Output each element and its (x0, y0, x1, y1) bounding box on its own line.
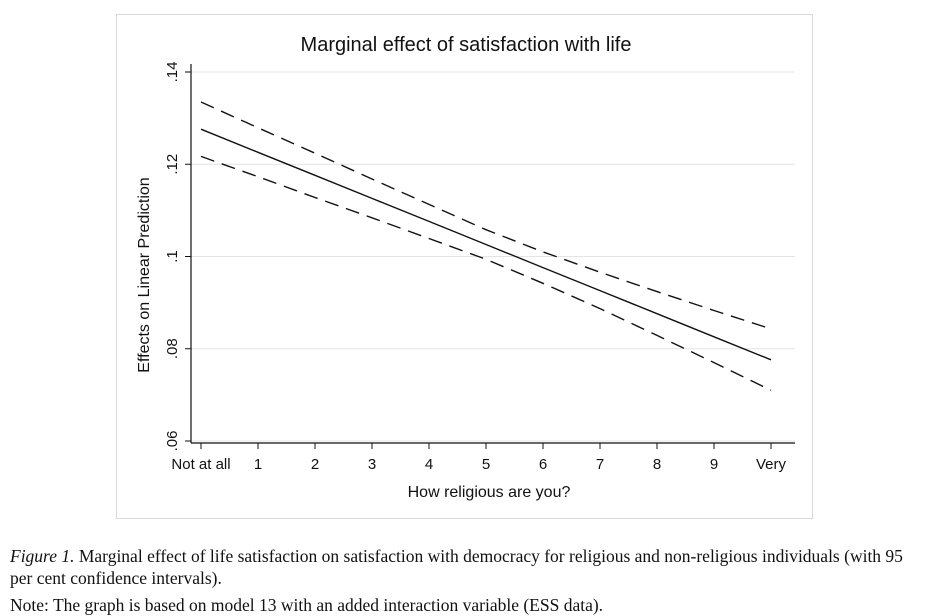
y-tick-label: .1 (164, 250, 181, 263)
x-tick-label: 8 (653, 456, 661, 473)
figure-caption: Figure 1. Marginal effect of life satisf… (10, 545, 925, 589)
confidence-interval-line (200, 155, 772, 391)
x-tick-label: Not at all (171, 456, 230, 473)
marginal-effect-line (200, 128, 772, 361)
x-tick-label: 6 (539, 456, 547, 473)
figure-note: Note: The graph is based on model 13 wit… (10, 595, 604, 615)
y-axis-label: Effects on Linear Prediction (136, 177, 153, 372)
x-tick-label: 7 (596, 456, 604, 473)
gridlines (191, 71, 795, 442)
caption-text: Marginal effect of life satisfaction on … (10, 546, 903, 588)
axes: .06 .08 .1 .12 .14 Not at all 1 2 3 4 5 6 7 8 9 Very (164, 62, 795, 473)
x-tick-label: 2 (311, 456, 319, 473)
x-axis-label: How religious are you? (408, 484, 571, 501)
y-tick-label: .06 (164, 431, 181, 452)
x-tick-label: Very (756, 456, 787, 473)
series-lines (200, 101, 772, 391)
figure-frame: Marginal effect of satisfaction with lif… (116, 14, 813, 519)
x-tick-label: 3 (368, 456, 376, 473)
y-tick-label: .12 (164, 154, 181, 175)
x-tick-label: 4 (425, 456, 433, 473)
confidence-interval-line (200, 101, 772, 330)
x-tick-label: 1 (254, 456, 262, 473)
marginal-effect-chart: Marginal effect of satisfaction with lif… (136, 34, 795, 501)
y-tick-label: .08 (164, 338, 181, 359)
chart-title: Marginal effect of satisfaction with lif… (301, 34, 632, 56)
x-tick-label: 5 (482, 456, 490, 473)
x-tick-label: 9 (710, 456, 718, 473)
figure-label: Figure 1. (10, 546, 75, 566)
y-tick-label: .14 (164, 62, 181, 83)
